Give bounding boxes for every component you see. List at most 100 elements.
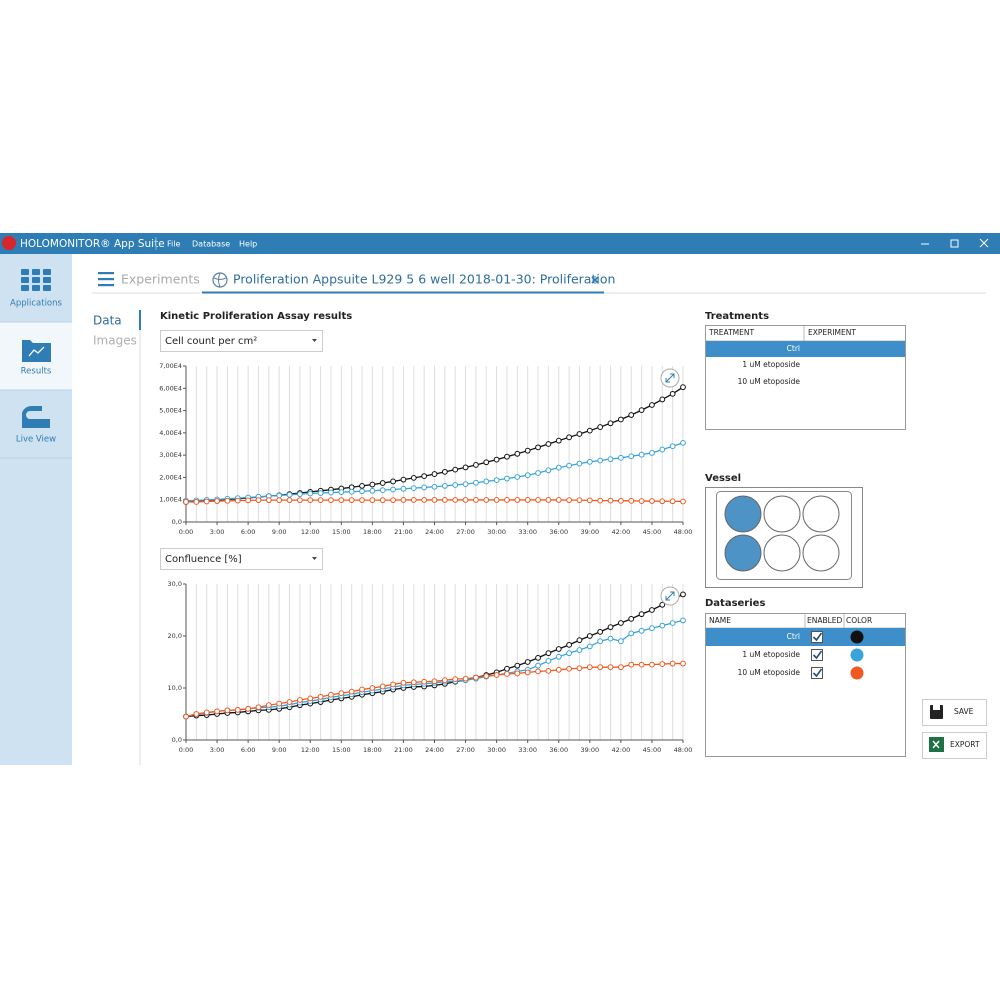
menu-item[interactable]: Database <box>192 240 230 249</box>
selected-row[interactable] <box>706 341 905 357</box>
data-point <box>452 497 459 503</box>
app-title: HOLOMONITOR® App Suite <box>20 238 165 250</box>
dropdown[interactable] <box>160 330 323 352</box>
panel-title: Vessel <box>705 473 741 484</box>
data-point <box>566 462 573 469</box>
data-point <box>586 497 593 504</box>
button-label[interactable]: EXPORT <box>950 740 980 749</box>
data-point <box>410 497 417 503</box>
x-tick-label: 0:00 <box>179 528 194 536</box>
panel-title: Dataseries <box>705 598 765 609</box>
data-point <box>379 497 386 504</box>
tab-close[interactable] <box>591 276 599 284</box>
data-point <box>193 499 200 505</box>
data-point <box>586 643 593 650</box>
x-tick-label: 24:00 <box>425 528 444 536</box>
data-point <box>535 444 541 451</box>
view-images[interactable]: Images <box>93 334 137 348</box>
applications-icon[interactable] <box>21 269 51 291</box>
sidebar-label[interactable]: Live View <box>16 435 56 445</box>
table-cell[interactable]: Ctrl <box>787 632 800 641</box>
data-point <box>680 591 686 598</box>
x-tick-label: 15:00 <box>332 528 351 536</box>
data-point <box>379 487 386 494</box>
data-point <box>545 667 552 674</box>
results-icon[interactable] <box>22 340 51 362</box>
table-cell[interactable]: 1 uM etoposide <box>742 360 800 369</box>
data-point <box>628 615 635 622</box>
button-label[interactable]: SAVE <box>954 707 974 716</box>
data-point <box>576 647 583 653</box>
table-cell[interactable]: 1 uM etoposide <box>742 650 800 659</box>
data-point <box>276 492 283 499</box>
sidebar-label[interactable]: Results <box>21 367 52 377</box>
dropdown[interactable] <box>160 548 323 570</box>
data-point <box>617 454 624 461</box>
data-point <box>410 679 417 686</box>
data-point <box>597 638 604 645</box>
data-point <box>628 412 635 418</box>
data-point <box>555 653 562 660</box>
data-point <box>224 707 231 714</box>
data-point <box>628 630 635 637</box>
x-tick-label: 0:00 <box>179 746 194 754</box>
data-point <box>483 673 490 679</box>
data-point <box>576 497 583 504</box>
data-point <box>680 617 686 624</box>
data-point <box>286 699 293 705</box>
data-point <box>586 664 593 671</box>
maximize-button[interactable] <box>950 239 959 248</box>
sidebar-label[interactable]: Applications <box>10 299 62 309</box>
expand-icon <box>665 373 675 383</box>
table-cell[interactable]: 10 uM etoposide <box>738 377 801 386</box>
data-point <box>462 481 469 488</box>
selected-row[interactable] <box>706 628 905 646</box>
data-point <box>359 482 365 489</box>
data-point <box>441 497 448 503</box>
data-point <box>390 486 396 493</box>
tab-active[interactable]: Proliferation Appsuite L929 5 6 well 201… <box>233 272 615 287</box>
y-tick-label: 0,0 <box>172 518 182 526</box>
data-point <box>296 497 303 504</box>
data-point <box>296 491 303 498</box>
data-point <box>493 497 500 503</box>
live-view-icon[interactable] <box>22 405 50 428</box>
data-point <box>431 497 438 503</box>
data-point <box>555 464 562 471</box>
table-cell[interactable]: 10 uM etoposide <box>738 668 801 677</box>
y-tick-label: 7,00E4 <box>159 362 182 370</box>
x-tick-label: 45:00 <box>643 528 662 536</box>
hamburger-icon[interactable] <box>98 272 114 287</box>
data-point <box>317 497 324 504</box>
data-point <box>473 479 479 486</box>
data-point <box>659 446 666 453</box>
y-tick-label: 20,0 <box>168 632 182 640</box>
enabled-checkbox[interactable] <box>811 667 823 679</box>
dropdown-arrow <box>312 557 317 560</box>
data-point <box>576 637 583 644</box>
view-data[interactable]: Data <box>93 314 122 328</box>
data-point <box>400 476 407 483</box>
dropdown-value[interactable]: Cell count per cm² <box>165 336 257 347</box>
line-chart: 0,0 1,00E4 2,00E4 3,00E4 4,00E4 5,00E4 6,00E4 7… <box>159 362 692 536</box>
enabled-checkbox[interactable] <box>811 631 823 643</box>
data-point <box>597 664 604 671</box>
dropdown-value[interactable]: Confluence [%] <box>165 554 242 565</box>
data-point <box>441 468 448 475</box>
data-point <box>400 485 407 492</box>
x-tick-label: 39:00 <box>580 746 599 754</box>
menu-item[interactable]: Help <box>239 240 257 249</box>
tab-experiments[interactable]: Experiments <box>121 272 200 287</box>
data-point <box>421 473 428 479</box>
menu-item[interactable]: File <box>167 240 180 249</box>
data-point <box>286 497 293 504</box>
data-point <box>276 700 283 707</box>
x-tick-label: 36:00 <box>549 528 568 536</box>
data-point <box>524 497 531 503</box>
table-cell[interactable]: Ctrl <box>787 344 800 353</box>
close-button[interactable] <box>979 238 989 248</box>
wells[interactable] <box>724 495 840 572</box>
enabled-checkbox[interactable] <box>811 649 823 661</box>
y-tick-label: 6,00E4 <box>159 384 182 392</box>
data-point <box>183 713 189 720</box>
